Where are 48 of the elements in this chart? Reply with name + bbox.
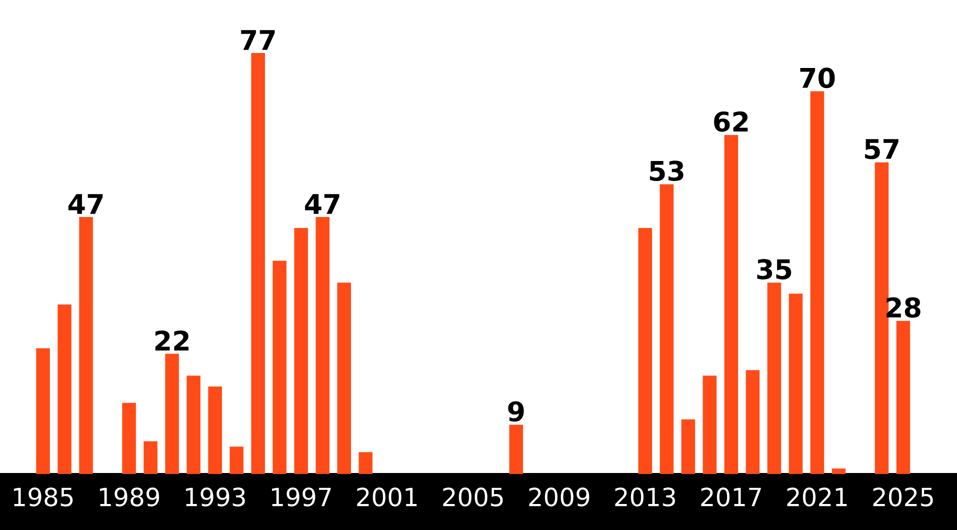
bar — [58, 304, 72, 474]
data-label: 47 — [68, 194, 103, 214]
bar — [294, 228, 308, 474]
bar — [251, 53, 265, 474]
x-tick-label: 2009 — [529, 488, 590, 506]
x-tick-label: 2013 — [615, 488, 675, 506]
x-tick-label: 1993 — [186, 488, 245, 506]
x-tick-label: 2021 — [787, 488, 847, 506]
bar — [767, 282, 782, 474]
bar — [316, 217, 330, 474]
data-label: 62 — [714, 111, 748, 132]
bar — [358, 452, 372, 474]
bar — [509, 424, 524, 474]
bar — [36, 348, 50, 474]
data-label: 22 — [155, 330, 189, 351]
bar — [186, 376, 200, 474]
x-tick-label: 1997 — [272, 488, 331, 506]
bar — [144, 441, 158, 474]
data-label: 77 — [241, 30, 275, 50]
data-label: 53 — [650, 160, 684, 182]
x-tick-label: 1985 — [14, 488, 73, 506]
bar — [208, 386, 222, 474]
data-label: 70 — [800, 68, 835, 88]
bar — [272, 260, 286, 474]
bar — [724, 135, 738, 474]
bar — [165, 354, 179, 474]
bar — [681, 419, 696, 474]
x-tick-label: 2017 — [701, 488, 761, 506]
bar — [337, 282, 351, 474]
bar — [79, 217, 93, 474]
data-label: 9 — [508, 401, 524, 422]
data-label: 35 — [757, 259, 792, 280]
x-tick-label: 2001 — [357, 488, 417, 506]
x-tick-label: 2025 — [873, 488, 933, 506]
bar — [746, 370, 760, 474]
bar — [702, 376, 717, 474]
bar — [788, 294, 803, 474]
bar — [638, 228, 652, 474]
x-tick-label: 1989 — [100, 488, 160, 506]
bar — [660, 184, 674, 474]
x-tick-label: 2005 — [443, 488, 503, 506]
bar — [122, 402, 136, 474]
data-label: 47 — [305, 194, 340, 214]
bar — [230, 446, 244, 474]
bar — [810, 91, 824, 474]
bar — [832, 468, 846, 474]
bar — [896, 320, 910, 474]
data-label: 57 — [865, 139, 898, 160]
